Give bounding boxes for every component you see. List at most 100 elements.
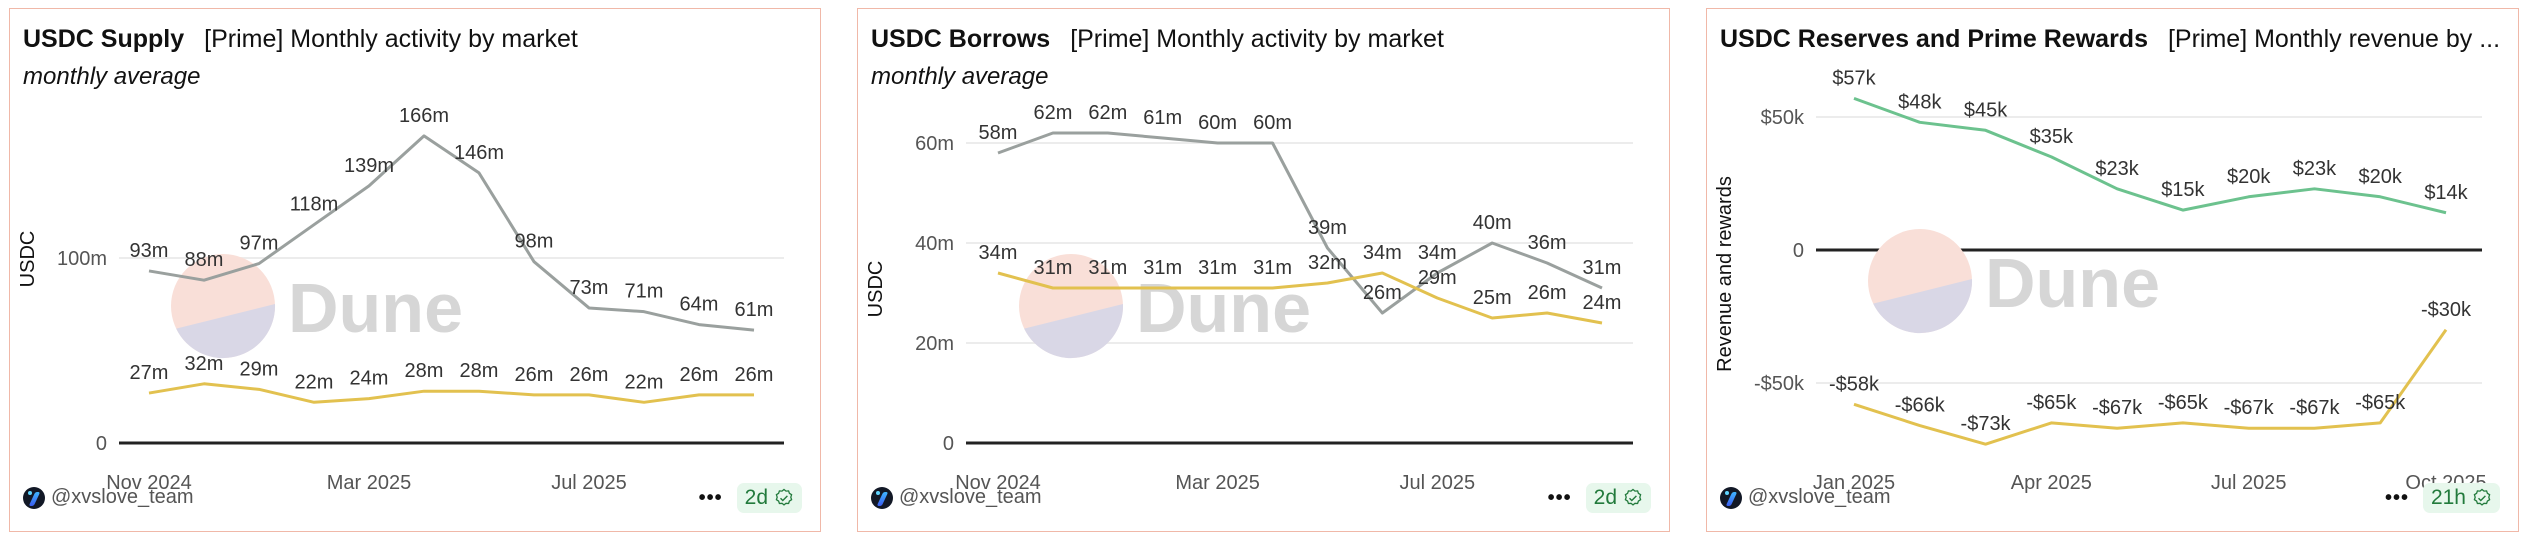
data-label: 26m — [680, 364, 719, 386]
data-label: 146m — [454, 142, 504, 164]
x-tick-label: Mar 2025 — [1175, 472, 1260, 494]
data-label: -$67k — [2224, 397, 2275, 419]
y-axis-label: Revenue and rewards — [1714, 176, 1736, 372]
data-label: 71m — [625, 281, 664, 303]
data-label: -$65k — [2158, 392, 2209, 414]
data-label: 27m — [130, 362, 169, 384]
x-tick-label: Jul 2025 — [2211, 472, 2287, 494]
line-chart-reserves: -$50k 0 $50k Revenue and rewards Dune Jan 202… — [1714, 67, 2487, 494]
x-tick-label: Jul 2025 — [1399, 472, 1475, 494]
dune-watermark-icon: Dune — [1019, 254, 1311, 359]
x-tick-label: Jul 2025 — [551, 472, 627, 494]
data-label: 32m — [185, 353, 224, 375]
data-label: $20k — [2227, 166, 2271, 188]
chart-title: USDC Borrows — [871, 25, 1051, 53]
data-label: 166m — [399, 105, 449, 127]
data-label: 40m — [1473, 212, 1512, 234]
y-tick-label: 0 — [943, 433, 954, 455]
data-label: 22m — [625, 371, 664, 393]
data-label: 60m — [1198, 112, 1237, 134]
line-series-gray — [997, 131, 1603, 315]
line-series-yellow — [1853, 328, 2448, 446]
freshness-label: 2d — [744, 486, 768, 509]
data-label: $35k — [2030, 126, 2074, 148]
data-label: 26m — [735, 364, 774, 386]
line-series-green — [1853, 96, 2447, 215]
panel-title: USDC Borrows [Prime] Monthly activity by … — [871, 25, 1444, 54]
data-label: 118m — [290, 194, 339, 216]
data-label: 34m — [979, 242, 1018, 264]
data-label: 39m — [1308, 217, 1347, 239]
data-label: 73m — [570, 277, 609, 299]
data-label: 32m — [1308, 252, 1347, 274]
y-tick-label: -$50k — [1754, 373, 1805, 395]
x-tick-label: Apr 2025 — [2011, 472, 2092, 494]
y-axis-label: USDC — [865, 261, 887, 318]
data-label: -$66k — [1895, 395, 1946, 417]
data-label: $48k — [1898, 91, 1942, 113]
chart-title: USDC Supply — [23, 25, 185, 53]
data-label: 98m — [515, 231, 554, 253]
line-series-yellow — [997, 271, 1603, 325]
data-label: 31m — [1033, 257, 1072, 279]
author-name: @xvslove_team — [1748, 486, 1891, 508]
data-label: $20k — [2359, 166, 2403, 188]
chart-panel-usdc-supply: USDC Supply [Prime] Monthly activity by m… — [9, 8, 821, 532]
chart-panel-usdc-reserves: USDC Reserves and Prime Rewards [Prime] M… — [1706, 8, 2519, 532]
y-tick-label: 20m — [915, 333, 954, 355]
data-label: 60m — [1253, 112, 1292, 134]
more-dots-icon[interactable]: ••• — [1547, 486, 1572, 509]
data-label: 28m — [460, 360, 499, 382]
watermark-text: Dune — [1985, 244, 2160, 322]
freshness-badge[interactable]: 21h — [2422, 483, 2500, 513]
author-name: @xvslove_team — [899, 486, 1042, 508]
data-label: $14k — [2424, 182, 2468, 204]
data-label: 28m — [405, 360, 444, 382]
query-title[interactable]: [Prime] Monthly activity by market — [1070, 25, 1444, 53]
data-label: $57k — [1832, 67, 1876, 89]
data-label: 97m — [240, 233, 279, 255]
author-link[interactable]: @xvslove_team — [23, 486, 194, 509]
query-title[interactable]: [Prime] Monthly revenue by ... — [2167, 25, 2501, 53]
freshness-badge[interactable]: 2d — [1585, 483, 1651, 513]
query-title[interactable]: [Prime] Monthly activity by market — [204, 25, 578, 53]
chart-panel-usdc-borrows: USDC Borrows [Prime] Monthly activity by … — [857, 8, 1670, 532]
data-label: -$65k — [2026, 392, 2077, 414]
data-label: $23k — [2293, 158, 2337, 180]
data-label: 26m — [1528, 282, 1567, 304]
y-tick-label: 0 — [1793, 240, 1804, 262]
dune-watermark-icon: Dune — [171, 254, 463, 359]
author-link[interactable]: @xvslove_team — [871, 486, 1042, 509]
data-label: -$73k — [1961, 413, 2012, 435]
y-tick-label: $50k — [1761, 107, 1805, 129]
y-tick-label: 100m — [57, 248, 107, 270]
panel-title: USDC Supply [Prime] Monthly activity by m… — [23, 25, 578, 54]
freshness-badge[interactable]: 2d — [736, 483, 802, 513]
data-label: 22m — [295, 371, 334, 393]
panel-title: USDC Reserves and Prime Rewards [Prime] M… — [1720, 25, 2500, 54]
footer-actions: ••• 2d — [699, 483, 802, 513]
footer-actions: ••• 2d — [1548, 483, 1651, 513]
more-dots-icon[interactable]: ••• — [2384, 486, 2409, 509]
data-label: 88m — [185, 249, 224, 271]
data-label: -$67k — [2289, 397, 2340, 419]
avatar — [871, 486, 893, 509]
data-label: 24m — [350, 368, 389, 390]
verified-badge-icon — [2473, 488, 2491, 506]
more-dots-icon[interactable]: ••• — [698, 486, 723, 509]
verified-badge-icon — [1624, 488, 1642, 506]
data-label: -$30k — [2421, 299, 2472, 321]
dune-watermark-icon: Dune — [1868, 229, 2160, 334]
x-tick-label: Nov 2024 — [106, 472, 192, 494]
author-name: @xvslove_team — [51, 486, 194, 508]
data-label: 31m — [1088, 257, 1127, 279]
data-label: 93m — [130, 240, 169, 262]
line-chart-supply: 0 100m USDC Dune Nov 2024 Mar 2025 Jul 2025 93m… — [17, 105, 784, 494]
data-label: 24m — [1583, 292, 1622, 314]
chart-title: USDC Reserves and Prime Rewards — [1720, 25, 2148, 53]
y-tick-label: 0 — [96, 433, 107, 455]
author-link[interactable]: @xvslove_team — [1720, 486, 1891, 509]
y-axis-label: USDC — [17, 231, 39, 288]
line-series-gray — [148, 134, 755, 332]
watermark-text: Dune — [1136, 269, 1311, 347]
